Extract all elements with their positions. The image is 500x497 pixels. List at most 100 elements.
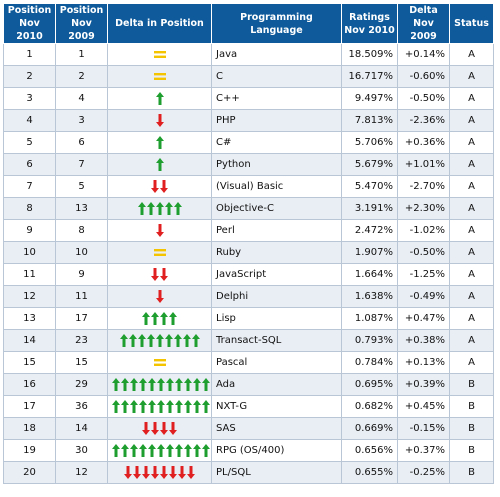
status-cell: A [449, 329, 494, 352]
arrow-up-icon [128, 334, 137, 347]
arrow-up-icon [148, 400, 156, 413]
ratings-cell: 2.472% [341, 219, 398, 242]
programming-language-link[interactable]: Perl [211, 219, 342, 242]
ratings-cell: 18.509% [341, 43, 398, 66]
programming-language-link[interactable]: PL/SQL [211, 461, 342, 484]
ratings-cell: 9.497% [341, 87, 398, 110]
language-ranking-table: Position Nov 2010 Position Nov 2009 Delt… [3, 3, 494, 484]
header-label: Delta Nov 2009 [409, 5, 438, 42]
arrow-up-icon [166, 378, 174, 391]
delta-cell: +0.14% [397, 43, 450, 66]
delta-cell: -1.02% [397, 219, 450, 242]
table-row: 19 30 RPG (OS/400) 0.656% +0.37% B [3, 439, 494, 462]
position-2009-cell: 14 [55, 417, 108, 440]
delta-in-position-cell [107, 307, 212, 330]
header-delta-in-position: Delta in Position [107, 3, 212, 44]
table-row: 12 11 Delphi 1.638% -0.49% A [3, 285, 494, 308]
status-cell: A [449, 87, 494, 110]
ratings-cell: 5.470% [341, 175, 398, 198]
arrow-down-icon [169, 466, 177, 479]
arrow-up-icon [139, 378, 147, 391]
arrows-up-group [119, 334, 200, 347]
programming-language-link[interactable]: Ruby [211, 241, 342, 264]
arrow-up-icon [169, 312, 177, 325]
table-row: 6 7 Python 5.679% +1.01% A [3, 153, 494, 176]
arrow-up-icon [175, 378, 183, 391]
arrow-up-icon [175, 400, 183, 413]
equal-icon [153, 358, 166, 366]
position-2009-cell: 3 [55, 109, 108, 132]
arrow-down-icon [133, 466, 141, 479]
table-row: 5 6 C# 5.706% +0.36% A [3, 131, 494, 154]
delta-cell: -0.25% [397, 461, 450, 484]
arrow-down-icon [151, 180, 159, 193]
position-2009-cell: 6 [55, 131, 108, 154]
delta-cell: +0.37% [397, 439, 450, 462]
programming-language-link[interactable]: (Visual) Basic [211, 175, 342, 198]
arrow-up-icon [155, 202, 164, 215]
programming-language-link[interactable]: Pascal [211, 351, 342, 374]
programming-language-link[interactable]: Transact-SQL [211, 329, 342, 352]
position-2010-cell: 6 [3, 153, 56, 176]
programming-language-link[interactable]: Ada [211, 373, 342, 396]
programming-language-link[interactable]: JavaScript [211, 263, 342, 286]
header-programming-language: Programming Language [211, 3, 342, 44]
programming-language-link[interactable]: SAS [211, 417, 342, 440]
arrows-up-group [137, 202, 182, 215]
delta-cell: -0.50% [397, 241, 450, 264]
delta-in-position-cell [107, 153, 212, 176]
ratings-cell: 0.793% [341, 329, 398, 352]
programming-language-link[interactable]: RPG (OS/400) [211, 439, 342, 462]
arrow-up-icon [202, 400, 210, 413]
arrow-up-icon [173, 334, 182, 347]
arrow-down-icon [160, 466, 168, 479]
delta-in-position-cell [107, 197, 212, 220]
position-2009-cell: 12 [55, 461, 108, 484]
position-2009-cell: 23 [55, 329, 108, 352]
programming-language-link[interactable]: C# [211, 131, 342, 154]
arrow-up-icon [121, 378, 129, 391]
position-2010-cell: 20 [3, 461, 56, 484]
status-cell: A [449, 153, 494, 176]
arrow-up-icon [160, 312, 168, 325]
header-label: Ratings Nov 2010 [344, 11, 395, 36]
arrow-up-icon [184, 444, 192, 457]
programming-language-link[interactable]: C++ [211, 87, 342, 110]
arrow-up-icon [121, 444, 129, 457]
arrow-up-icon [151, 312, 159, 325]
position-2010-cell: 15 [3, 351, 56, 374]
position-2009-cell: 36 [55, 395, 108, 418]
arrow-down-icon [155, 114, 164, 127]
status-cell: A [449, 285, 494, 308]
arrow-up-icon [164, 334, 173, 347]
arrow-up-icon [137, 202, 146, 215]
delta-in-position-cell [107, 395, 212, 418]
programming-language-link[interactable]: Lisp [211, 307, 342, 330]
position-2009-cell: 7 [55, 153, 108, 176]
position-2010-cell: 4 [3, 109, 56, 132]
programming-language-link[interactable]: Python [211, 153, 342, 176]
ratings-cell: 0.669% [341, 417, 398, 440]
position-2010-cell: 13 [3, 307, 56, 330]
position-2009-cell: 17 [55, 307, 108, 330]
programming-language-link[interactable]: Objective-C [211, 197, 342, 220]
position-2010-cell: 16 [3, 373, 56, 396]
position-2009-cell: 2 [55, 65, 108, 88]
programming-language-link[interactable]: C [211, 65, 342, 88]
programming-language-link[interactable]: PHP [211, 109, 342, 132]
position-2009-cell: 9 [55, 263, 108, 286]
equal-icon [153, 50, 166, 58]
arrow-up-icon [184, 378, 192, 391]
status-cell: A [449, 219, 494, 242]
table-row: 11 9 JavaScript 1.664% -1.25% A [3, 263, 494, 286]
programming-language-link[interactable]: Java [211, 43, 342, 66]
arrows-up-group [112, 400, 211, 413]
delta-in-position-cell [107, 263, 212, 286]
ratings-cell: 7.813% [341, 109, 398, 132]
programming-language-link[interactable]: NXT-G [211, 395, 342, 418]
delta-cell: -2.36% [397, 109, 450, 132]
programming-language-link[interactable]: Delphi [211, 285, 342, 308]
ratings-cell: 1.907% [341, 241, 398, 264]
status-cell: B [449, 417, 494, 440]
position-2009-cell: 29 [55, 373, 108, 396]
